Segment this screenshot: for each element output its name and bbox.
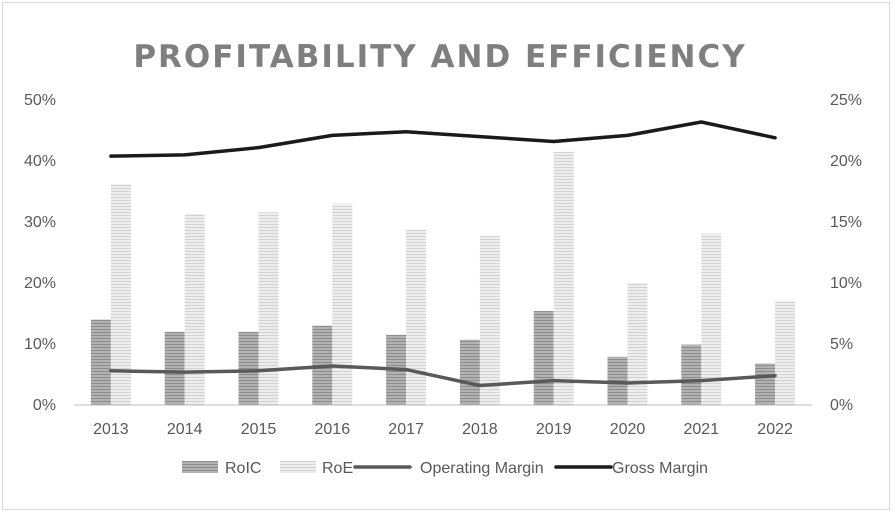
bar-roe-2019 bbox=[553, 151, 574, 405]
bar-roic-2022 bbox=[755, 363, 776, 405]
legend-label: Operating Margin bbox=[420, 460, 544, 477]
bar-roe-2016 bbox=[332, 203, 353, 405]
x-tick-label: 2020 bbox=[610, 421, 646, 438]
legend: RoIC RoE Operating Margin Gross Margin bbox=[182, 460, 708, 477]
x-tick-label: 2015 bbox=[241, 421, 277, 438]
legend-swatch-roe bbox=[280, 461, 316, 473]
bar-roic-2021 bbox=[681, 344, 702, 405]
bar-roic-2020 bbox=[607, 356, 628, 405]
bar-roic-2013 bbox=[90, 319, 111, 405]
bar-roic-2014 bbox=[164, 331, 185, 405]
bar-roic-2018 bbox=[459, 339, 480, 405]
chart-title: PROFITABILITY AND EFFICIENCY bbox=[133, 39, 746, 75]
y-right-tick-label: 20% bbox=[830, 153, 862, 170]
y-right-tick-label: 10% bbox=[830, 275, 862, 292]
y-left-tick-label: 30% bbox=[24, 214, 56, 231]
y-right-tick-label: 0% bbox=[830, 397, 853, 414]
x-tick-label: 2014 bbox=[167, 421, 203, 438]
x-tick-label: 2022 bbox=[757, 421, 793, 438]
x-tick-label: 2017 bbox=[388, 421, 424, 438]
x-tick-label: 2018 bbox=[462, 421, 498, 438]
legend-label: Gross Margin bbox=[612, 460, 708, 477]
bar-roe-2014 bbox=[184, 214, 205, 405]
bar-roe-2018 bbox=[479, 236, 500, 405]
y-left-tick-label: 10% bbox=[24, 336, 56, 353]
line-gross-margin bbox=[109, 120, 777, 158]
x-tick-label: 2021 bbox=[684, 421, 720, 438]
bar-roe-2013 bbox=[110, 184, 131, 405]
y-left-tick-label: 0% bbox=[33, 397, 56, 414]
bar-roe-2022 bbox=[775, 300, 796, 405]
bar-roe-2017 bbox=[406, 229, 427, 405]
y-right-tick-label: 25% bbox=[830, 92, 862, 109]
x-tick-label: 2016 bbox=[315, 421, 351, 438]
y-left-tick-label: 20% bbox=[24, 275, 56, 292]
x-tick-label: 2013 bbox=[93, 421, 129, 438]
y-right-tick-label: 5% bbox=[830, 336, 853, 353]
bar-roe-2021 bbox=[701, 233, 722, 405]
bar-roe-2020 bbox=[627, 283, 648, 405]
legend-label: RoE bbox=[322, 460, 353, 477]
y-left-tick-label: 40% bbox=[24, 153, 56, 170]
bar-roe-2015 bbox=[258, 212, 279, 405]
bar-roic-2015 bbox=[238, 331, 259, 405]
bar-roic-2019 bbox=[533, 311, 554, 405]
legend-label: RoIC bbox=[225, 460, 261, 477]
y-left-tick-label: 50% bbox=[24, 92, 56, 109]
x-tick-label: 2019 bbox=[536, 421, 572, 438]
legend-swatch-roic bbox=[182, 461, 218, 473]
line-operating-margin bbox=[109, 364, 777, 388]
y-right-tick-label: 15% bbox=[830, 214, 862, 231]
